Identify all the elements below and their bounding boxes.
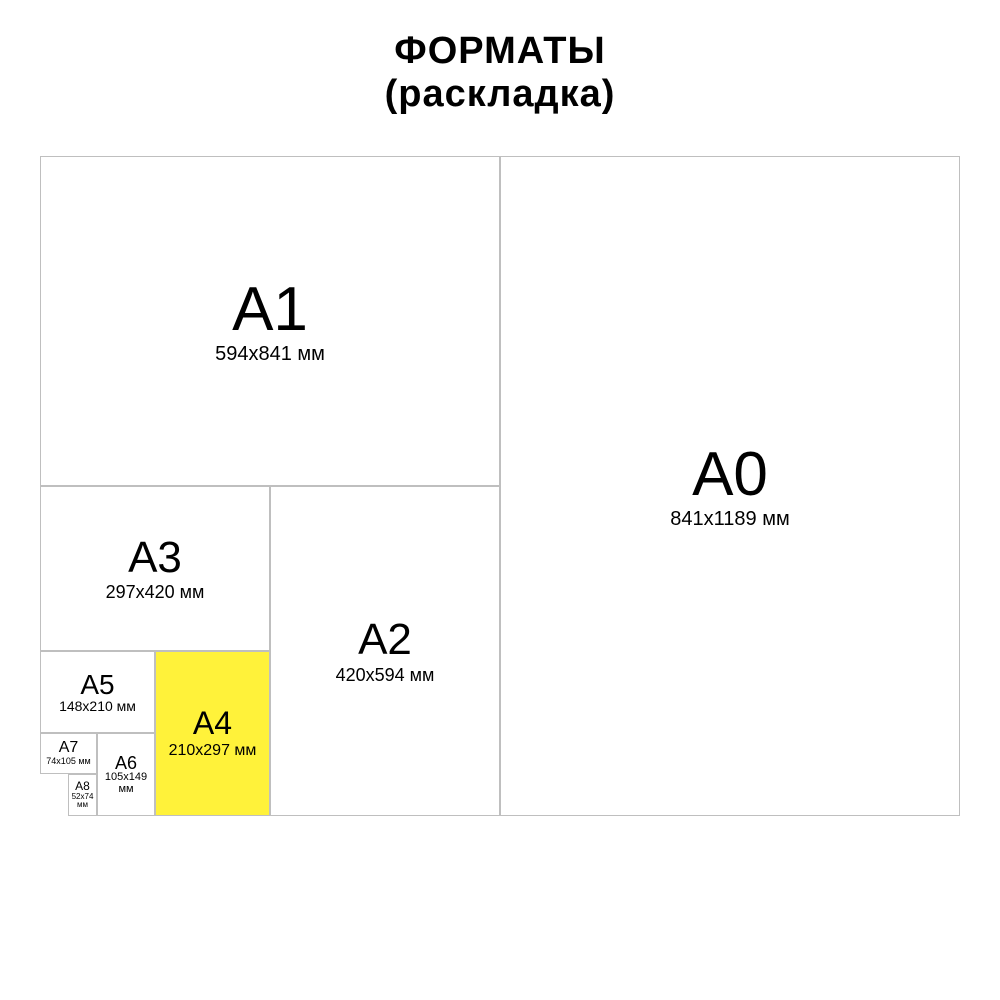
format-a0: A0 841х1189 мм [500, 156, 960, 816]
format-a5-label: A5 [80, 670, 114, 699]
format-a1-dimensions: 594х841 мм [215, 344, 325, 365]
format-a0-dimensions: 841х1189 мм [670, 509, 789, 530]
format-a0-label: A0 [692, 442, 768, 507]
format-a3-dimensions: 297х420 мм [106, 583, 205, 602]
format-a2-dimensions: 420х594 мм [336, 666, 435, 685]
format-a8-dimensions: 52х74 мм [69, 793, 96, 810]
format-a7-dimensions: 74х105 мм [46, 757, 90, 766]
format-a6: A6 105х149 мм [97, 733, 155, 816]
format-a1: A1 594х841 мм [40, 156, 500, 486]
title-block: ФОРМАТЫ (раскладка) [0, 0, 1000, 156]
paper-format-diagram: A0 841х1189 мм A1 594х841 мм A2 420х594 … [40, 156, 960, 816]
format-a7: A7 74х105 мм [40, 733, 97, 774]
format-a3: A3 297х420 мм [40, 486, 270, 651]
format-a7-label: A7 [59, 740, 79, 757]
format-a5-dimensions: 148х210 мм [59, 699, 136, 714]
format-a8: A8 52х74 мм [68, 774, 97, 816]
format-a1-label: A1 [232, 277, 308, 342]
format-a4-label: A4 [193, 707, 232, 741]
format-a6-label: A6 [115, 754, 137, 773]
format-a2-label: A2 [358, 617, 412, 663]
format-a3-label: A3 [128, 535, 182, 581]
format-a4: A4 210х297 мм [155, 651, 270, 816]
format-a5: A5 148х210 мм [40, 651, 155, 733]
format-a6-dimensions: 105х149 мм [98, 772, 154, 795]
format-a4-dimensions: 210х297 мм [169, 743, 257, 760]
title-line2: (раскладка) [0, 73, 1000, 116]
format-a2: A2 420х594 мм [270, 486, 500, 816]
title-line1: ФОРМАТЫ [0, 30, 1000, 73]
